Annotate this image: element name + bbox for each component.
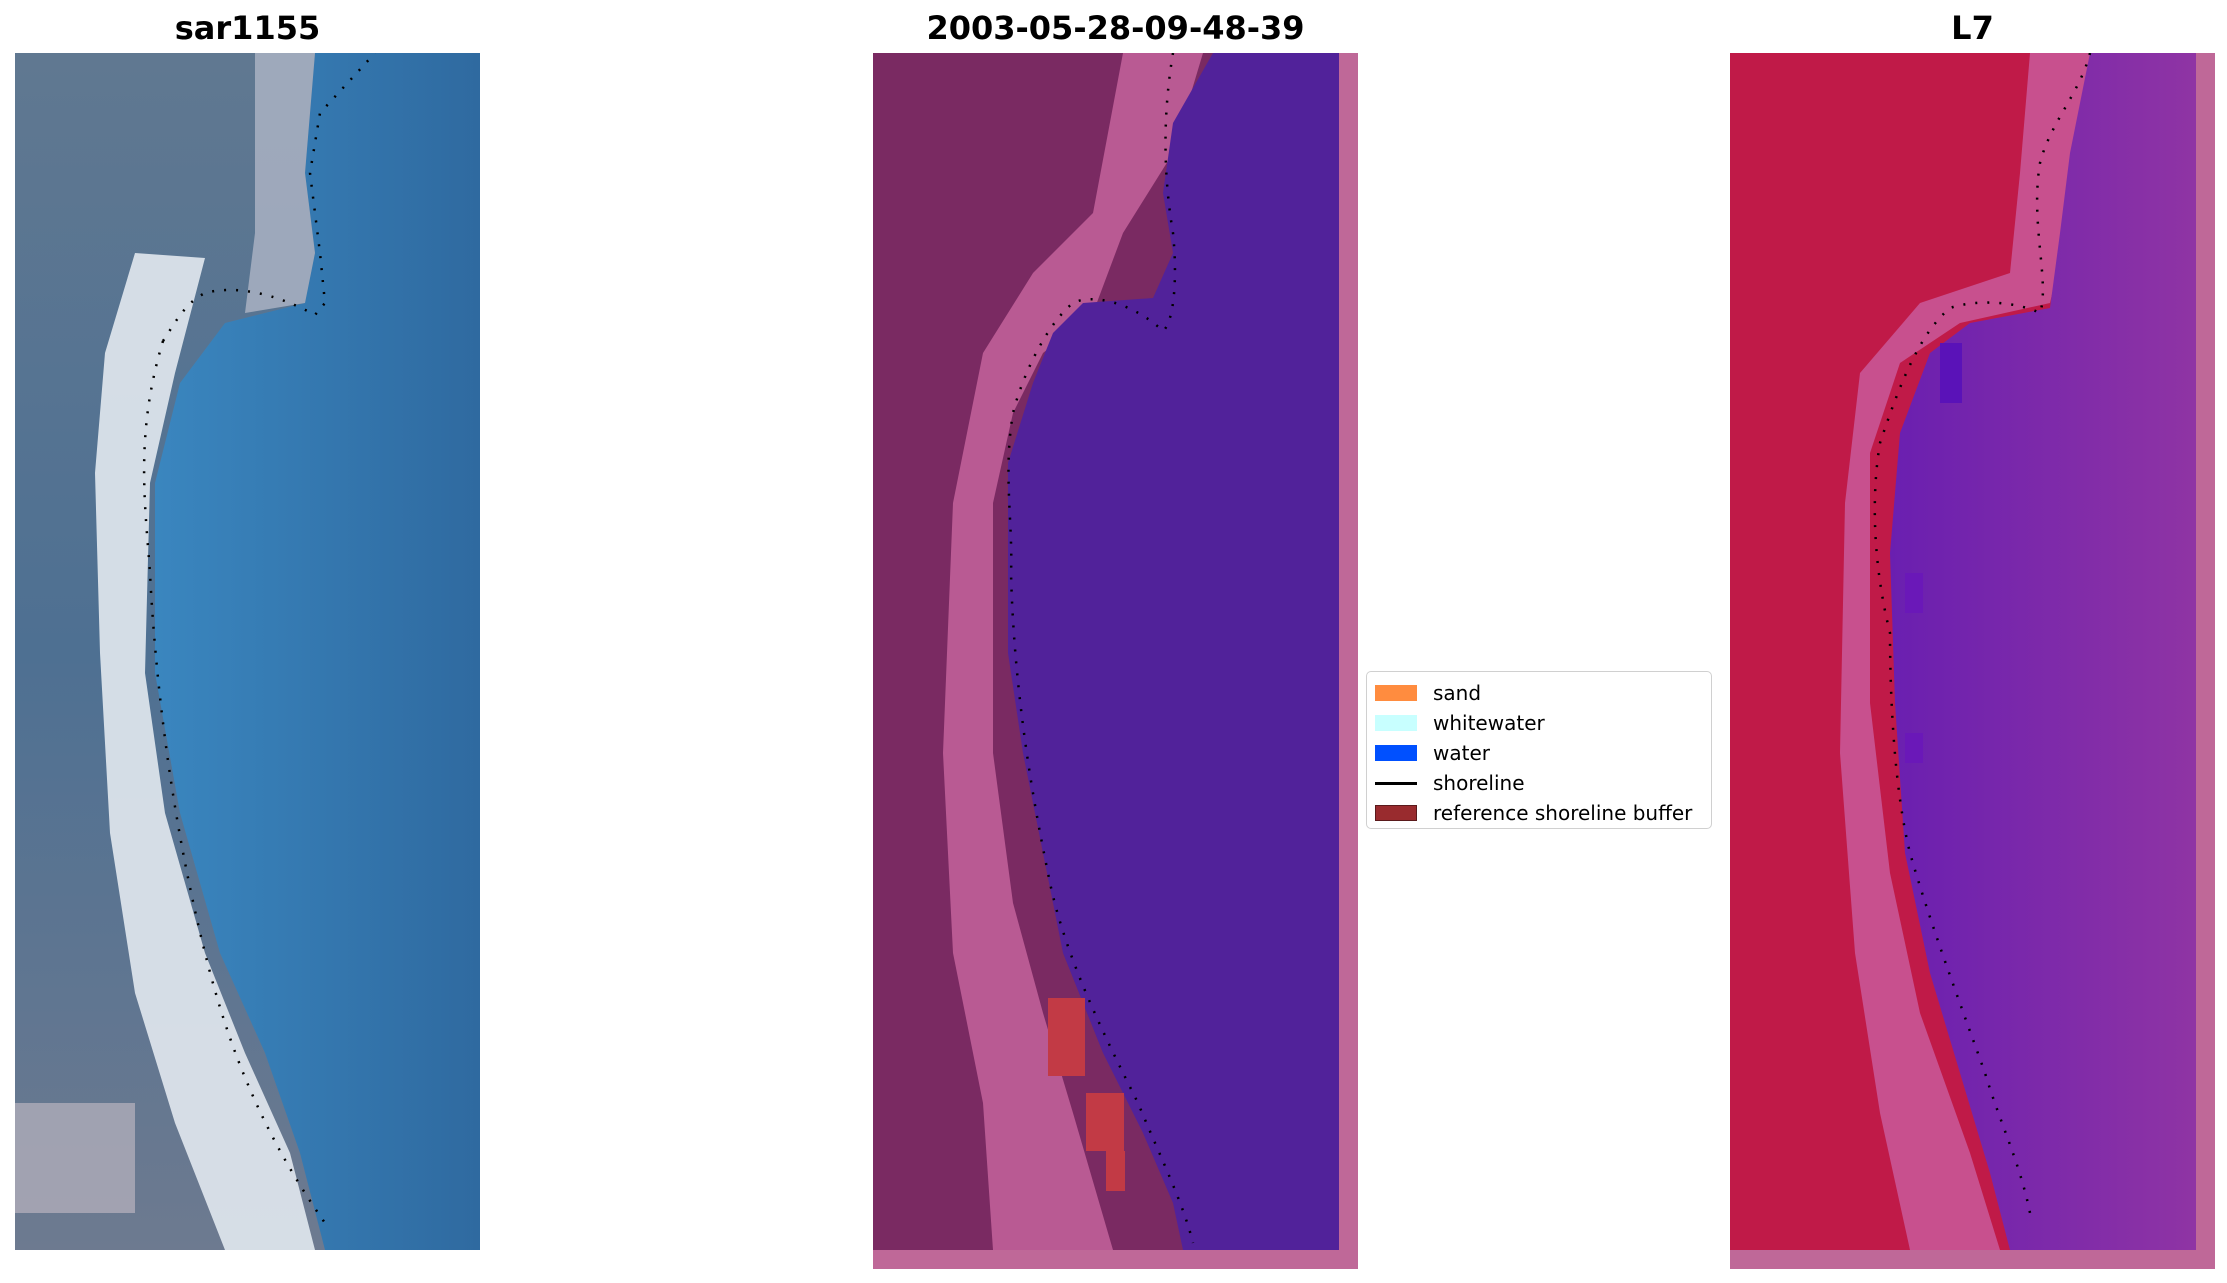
legend-item-shoreline: shoreline [1375, 768, 1703, 798]
reference-buffer-swatch [1375, 805, 1417, 821]
panel-title-rgb: sar1155 [174, 9, 321, 47]
rgb-image [15, 53, 480, 1250]
panel-title-index: L7 [1951, 9, 1994, 47]
legend-item-reference-buffer: reference shoreline buffer [1375, 798, 1703, 828]
legend-label: whitewater [1433, 711, 1545, 735]
legend-item-whitewater: whitewater [1375, 708, 1703, 738]
whitewater-swatch [1375, 715, 1417, 731]
sand-swatch [1375, 685, 1417, 701]
index-image [1730, 53, 2215, 1269]
legend-label: shoreline [1433, 771, 1525, 795]
rgb-image-panel [15, 53, 480, 1250]
index-image-panel [1730, 53, 2215, 1269]
legend-item-water: water [1375, 738, 1703, 768]
legend-label: reference shoreline buffer [1433, 801, 1693, 825]
classified-image [873, 53, 1358, 1269]
legend-label: sand [1433, 681, 1482, 705]
legend: sand whitewater water shoreline referenc… [1366, 671, 1712, 829]
panel-title-classified: 2003-05-28-09-48-39 [926, 9, 1305, 47]
water-swatch [1375, 745, 1417, 761]
legend-item-sand: sand [1375, 678, 1703, 708]
classified-image-panel [873, 53, 1358, 1269]
legend-label: water [1433, 741, 1490, 765]
shoreline-trace [1873, 53, 2092, 1214]
shoreline-trace [161, 53, 376, 342]
shoreline-swatch [1375, 781, 1417, 785]
